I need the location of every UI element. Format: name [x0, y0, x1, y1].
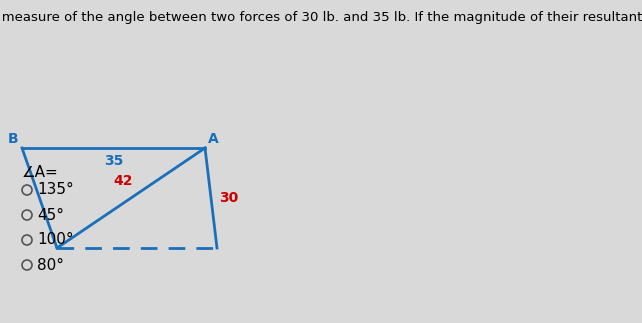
Text: ∠A=: ∠A= — [22, 165, 59, 180]
Text: 35: 35 — [104, 154, 123, 168]
Text: 30: 30 — [219, 191, 238, 205]
Text: A: A — [208, 132, 219, 146]
Text: Find the measure of the angle between two forces of 30 lb. and 35 lb. If the mag: Find the measure of the angle between tw… — [0, 11, 642, 24]
Text: 45°: 45° — [37, 207, 64, 223]
Text: 80°: 80° — [37, 257, 64, 273]
Text: B: B — [7, 132, 18, 146]
Text: 135°: 135° — [37, 182, 74, 197]
Text: 100°: 100° — [37, 233, 74, 247]
Text: 42: 42 — [113, 174, 133, 188]
